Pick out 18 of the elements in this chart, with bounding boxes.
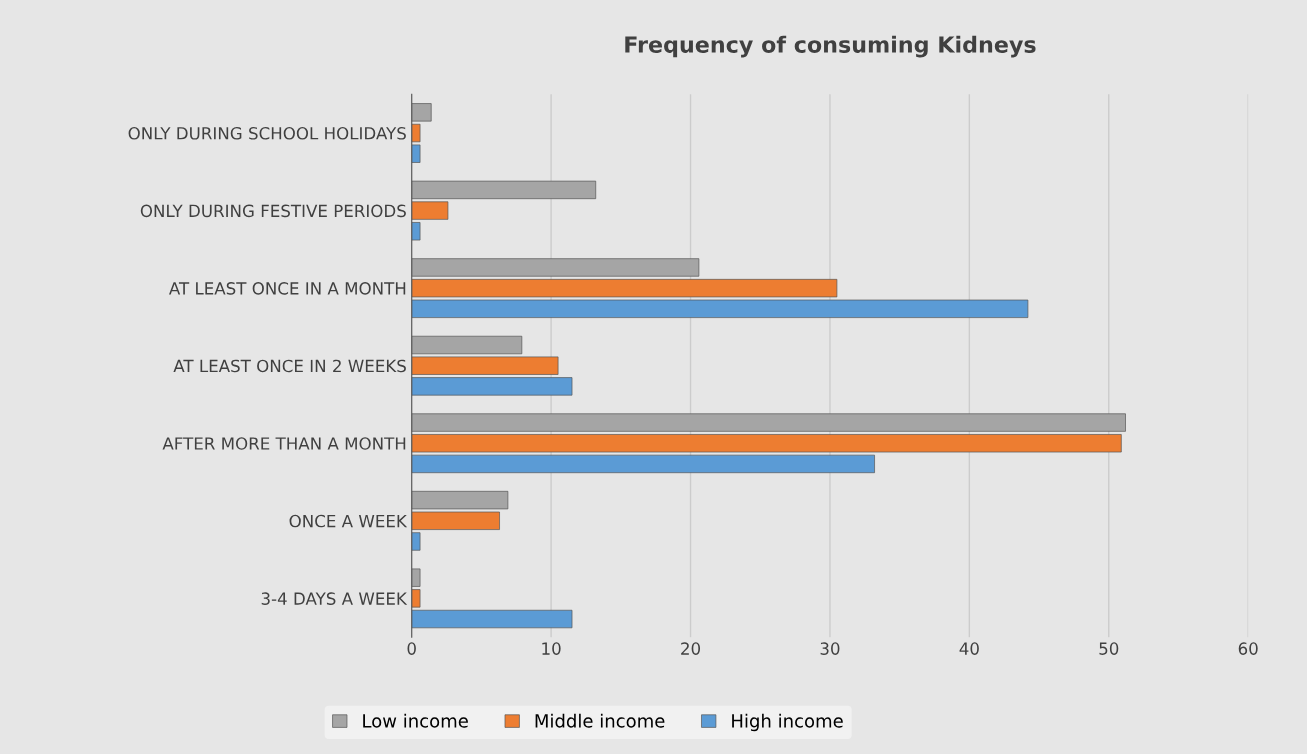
chart-title: Frequency of consuming Kidneys <box>625 35 1036 58</box>
x-tick-label: 20 <box>681 642 701 655</box>
legend-label: High income <box>732 713 843 732</box>
x-tick-label: 0 <box>407 642 416 655</box>
x-tick-label: 40 <box>959 642 979 655</box>
y-tick-label: AT LEAST ONCE IN 2 WEEKS <box>173 359 406 373</box>
y-tick-label: AFTER MORE THAN A MONTH <box>162 437 406 450</box>
x-tick-label: 50 <box>1099 642 1119 655</box>
x-tick-label: 60 <box>1238 642 1258 655</box>
y-tick-label: AT LEAST ONCE IN A MONTH <box>168 282 406 295</box>
y-tick-label: ONLY DURING SCHOOL HOLIDAYS <box>128 126 406 140</box>
legend-label: Middle income <box>535 713 665 728</box>
y-tick-label: ONLY DURING FESTIVE PERIODS <box>140 204 406 218</box>
x-tick-label: 10 <box>542 642 561 655</box>
y-tick-label: ONCE A WEEK <box>289 514 408 528</box>
legend-label: Low income <box>363 713 468 728</box>
y-tick-label: 3-4 DAYS A WEEK <box>261 592 408 605</box>
x-tick-label: 30 <box>820 642 840 655</box>
